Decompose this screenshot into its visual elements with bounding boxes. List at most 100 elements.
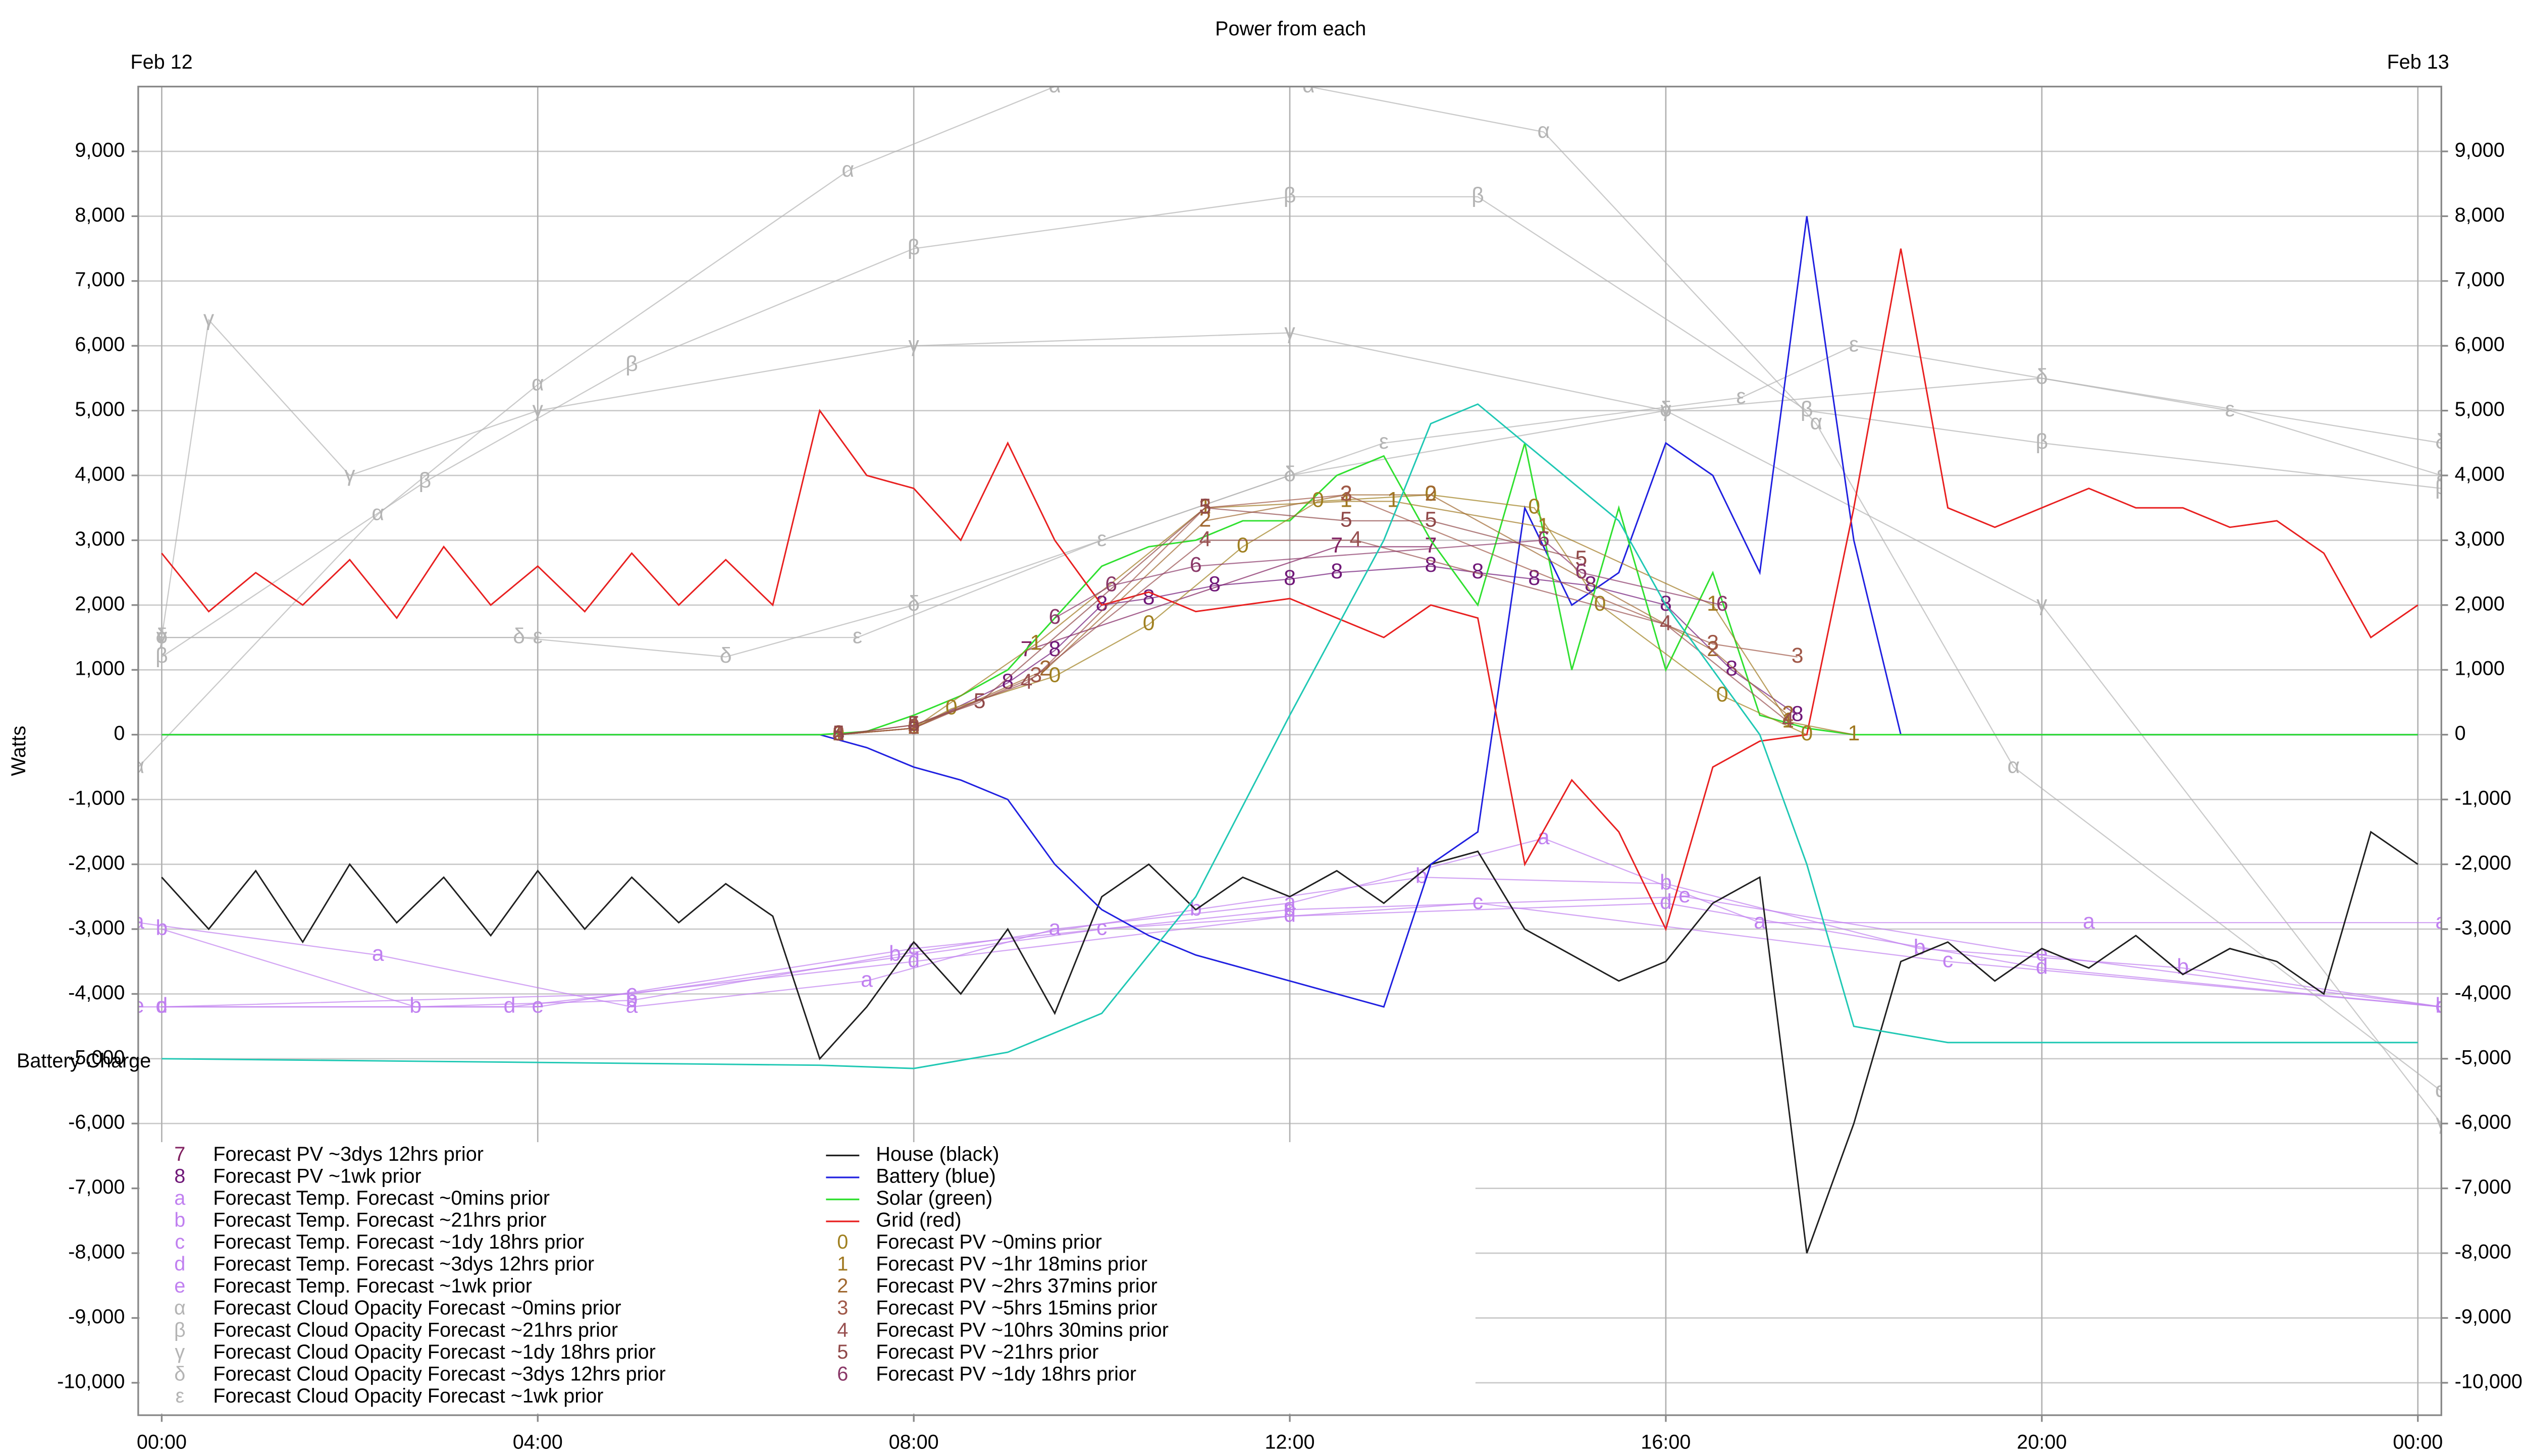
legend-label: Forecast Cloud Opacity Forecast ~1wk pri… — [213, 1385, 603, 1407]
legend-marker: ε — [175, 1385, 184, 1407]
point-marker: 3 — [1792, 643, 1804, 668]
x-tick-label: 00:00 — [2393, 1431, 2443, 1453]
point-marker: δ — [1284, 462, 1296, 486]
point-marker: e — [2435, 993, 2447, 1017]
series-line — [162, 877, 2442, 1008]
series-line — [162, 403, 2418, 1069]
y-tick-label: 4,000 — [75, 463, 125, 486]
y-tick-label: 3,000 — [2455, 528, 2505, 550]
point-marker: 2 — [832, 721, 845, 745]
legend-label: Forecast PV ~2hrs 37mins prior — [876, 1275, 1158, 1297]
point-marker: γ — [908, 333, 919, 357]
legend-marker: δ — [174, 1363, 185, 1385]
series-line — [838, 507, 1582, 735]
point-marker: ε — [1097, 527, 1107, 551]
point-marker: ε — [1849, 333, 1859, 357]
point-marker: δ — [2036, 365, 2048, 389]
legend-marker: β — [174, 1319, 186, 1341]
point-marker: 4 — [1660, 611, 1672, 635]
legend-marker: 2 — [837, 1275, 848, 1297]
legend-label: Battery (blue) — [876, 1165, 996, 1187]
series-line — [838, 494, 1807, 735]
point-marker: 4 — [908, 712, 920, 736]
point-marker: ε — [157, 624, 167, 648]
point-marker: 2 — [1340, 481, 1352, 506]
legend-label: Forecast Temp. Forecast ~0mins prior — [213, 1187, 550, 1209]
point-marker: δ — [1660, 397, 1672, 421]
point-marker: 1 — [1387, 488, 1399, 512]
point-marker: ε — [533, 624, 543, 648]
point-marker: 4 — [1349, 527, 1361, 551]
y-tick-label: -10,000 — [57, 1370, 125, 1392]
point-marker: α — [1537, 119, 1550, 143]
point-marker: e — [2036, 942, 2048, 966]
point-marker: d — [908, 948, 920, 973]
y-tick-label: 6,000 — [75, 334, 125, 356]
legend-label: Forecast PV ~1wk prior — [213, 1165, 421, 1187]
y-tick-label: 1,000 — [75, 658, 125, 680]
point-marker: a — [2083, 909, 2095, 933]
point-marker: a — [861, 967, 873, 992]
point-marker: a — [132, 909, 144, 933]
point-marker: 7 — [1331, 533, 1343, 558]
series-line — [138, 837, 2442, 1008]
point-marker: 2 — [908, 715, 920, 739]
y-axis-label: Watts — [8, 726, 30, 776]
point-marker: 4 — [832, 721, 845, 745]
point-marker: α — [2008, 753, 2020, 778]
legend-marker: e — [174, 1275, 185, 1297]
point-marker: e — [1678, 883, 1691, 907]
y-tick-label: -1,000 — [68, 787, 125, 810]
point-marker: 0 — [1716, 682, 1728, 707]
point-marker: d — [1284, 903, 1296, 927]
point-marker: β — [2435, 475, 2448, 499]
point-marker: 5 — [1425, 507, 1437, 531]
y-tick-label: 4,000 — [2455, 463, 2505, 486]
y-tick-label: -5,000 — [2455, 1046, 2511, 1068]
point-marker: d — [1660, 890, 1672, 914]
point-marker: β — [908, 235, 920, 259]
point-marker: 8 — [1792, 702, 1804, 726]
point-marker: 0 — [1425, 481, 1437, 506]
point-marker: γ — [344, 462, 355, 486]
chart-title: Power from each — [1215, 18, 1366, 40]
point-marker: 6 — [1716, 591, 1728, 616]
point-marker: ε — [1736, 384, 1746, 408]
point-marker: β — [625, 352, 638, 376]
point-marker: ε — [853, 624, 862, 648]
point-marker: 5 — [1575, 546, 1587, 570]
point-marker: e — [908, 935, 920, 959]
y-tick-label: -10,000 — [2455, 1370, 2522, 1392]
series-line — [161, 248, 2418, 932]
point-marker: β — [1801, 397, 1813, 421]
point-marker: b — [1190, 896, 1202, 921]
point-marker: 0 — [1801, 721, 1813, 745]
series-line — [161, 830, 2418, 1254]
point-marker: α — [1302, 73, 1315, 97]
annotation: Battery Charge — [17, 1050, 151, 1072]
y-tick-label: 0 — [114, 722, 125, 744]
point-marker: 0 — [908, 715, 920, 739]
y-tick-label: -2,000 — [2455, 852, 2511, 874]
point-marker: γ — [533, 397, 544, 421]
point-marker: β — [418, 468, 431, 493]
point-marker: a — [626, 993, 638, 1017]
point-marker: 3 — [908, 715, 920, 739]
y-tick-label: 5,000 — [2455, 398, 2505, 420]
point-marker: a — [2435, 909, 2447, 933]
point-marker: α — [2435, 1077, 2448, 1102]
legend-marker: 7 — [174, 1143, 185, 1165]
point-marker: c — [1473, 890, 1483, 914]
point-marker: γ — [1660, 397, 1671, 421]
legend-marker: 6 — [837, 1363, 848, 1385]
y-tick-label: -5,000 — [68, 1046, 125, 1068]
legend-marker: 4 — [837, 1319, 848, 1341]
point-marker: 0 — [832, 721, 845, 745]
series-line — [138, 896, 2442, 1008]
point-marker: 3 — [832, 721, 845, 745]
legend-label: Grid (red) — [876, 1209, 961, 1231]
y-tick-label: 2,000 — [75, 592, 125, 615]
y-tick-label: 8,000 — [2455, 204, 2505, 226]
legend-marker: 0 — [837, 1231, 848, 1253]
